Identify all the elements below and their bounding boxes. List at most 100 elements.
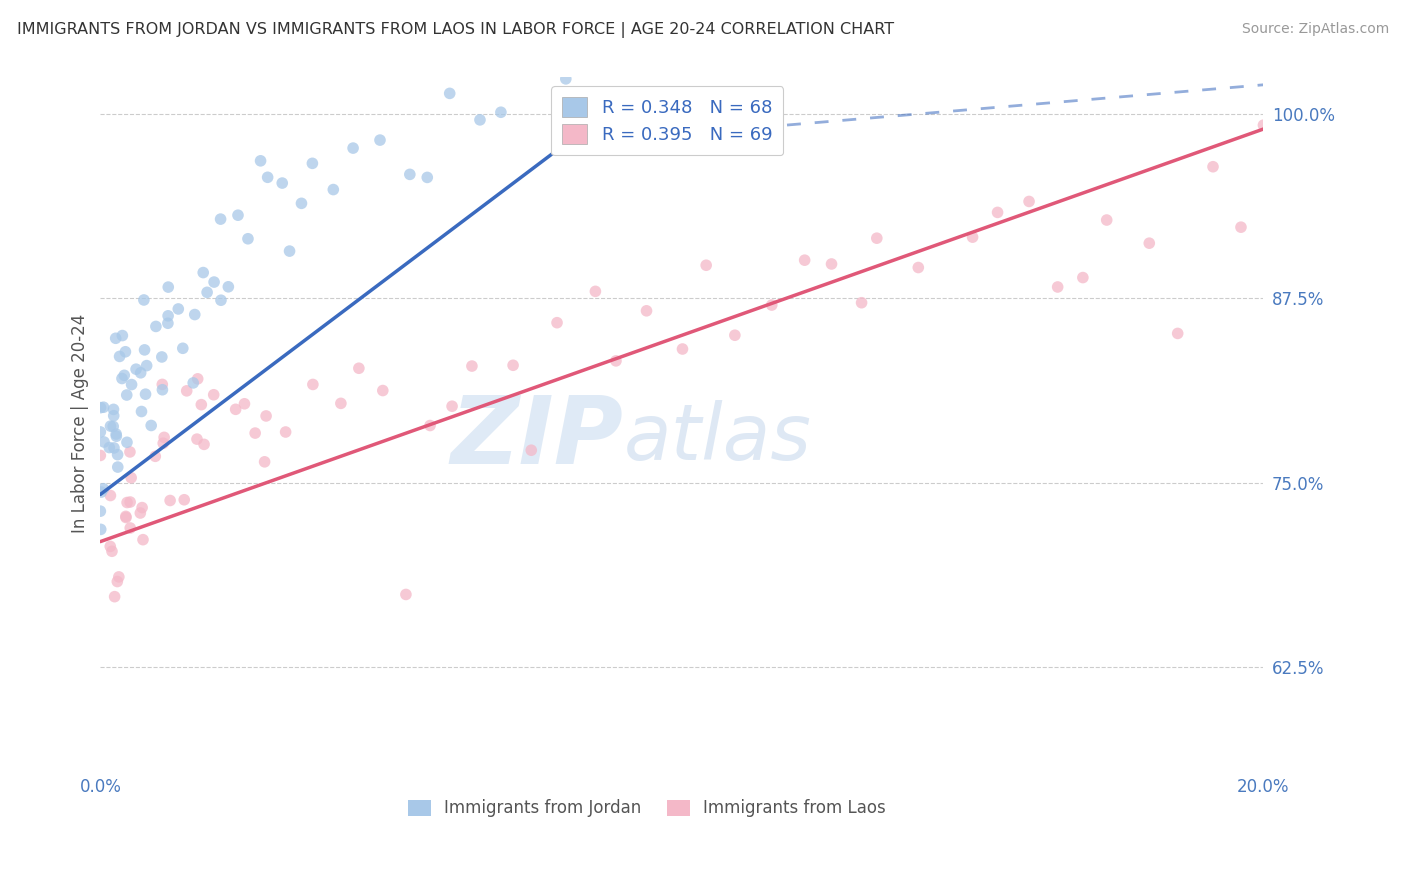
Point (236, 232, 259, 246)
Point (103, 409, 125, 423)
Point (866, 231, 889, 245)
Point (93, 435, 115, 450)
Point (195, 285, 218, 300)
Point (671, 342, 693, 356)
Point (121, 377, 143, 392)
Point (256, 170, 278, 185)
Point (851, 295, 873, 310)
Point (156, 316, 179, 330)
Point (141, 418, 163, 433)
Point (103, 402, 125, 417)
Point (987, 205, 1010, 219)
Point (605, 354, 627, 368)
Point (108, 350, 131, 364)
Point (190, 398, 212, 412)
Point (108, 570, 131, 584)
Point (172, 341, 194, 355)
Point (243, 426, 266, 441)
Point (135, 387, 157, 401)
Point (131, 404, 153, 418)
Point (301, 156, 323, 170)
Point (209, 293, 232, 308)
Point (104, 590, 127, 604)
Point (1230, 220, 1253, 235)
Point (131, 500, 153, 515)
Point (114, 344, 136, 359)
Point (105, 574, 128, 589)
Point (1095, 213, 1118, 227)
Point (468, 112, 491, 127)
Point (439, 87, 461, 101)
Point (347, 361, 370, 376)
Point (129, 506, 152, 520)
Point (398, 167, 420, 181)
Point (761, 298, 783, 312)
Point (132, 293, 155, 307)
Point (100, 489, 122, 503)
Point (489, 105, 512, 120)
Text: Source: ZipAtlas.com: Source: ZipAtlas.com (1241, 22, 1389, 37)
Point (150, 377, 173, 392)
Point (226, 208, 249, 222)
Point (181, 376, 204, 390)
Point (90, 401, 112, 415)
Point (187, 372, 209, 386)
Point (90, 522, 112, 536)
Point (1202, 160, 1225, 174)
Point (89, 425, 111, 439)
Point (143, 450, 166, 464)
Text: ZIP: ZIP (451, 392, 624, 483)
Point (98, 441, 121, 455)
Point (115, 510, 138, 524)
Point (98, 540, 121, 554)
Point (89, 449, 111, 463)
Y-axis label: In Labor Force | Age 20-24: In Labor Force | Age 20-24 (72, 314, 89, 533)
Point (202, 388, 225, 402)
Point (461, 359, 484, 373)
Point (1071, 270, 1094, 285)
Point (342, 141, 364, 155)
Point (233, 397, 256, 411)
Point (583, 285, 606, 299)
Point (101, 544, 124, 558)
Point (416, 170, 439, 185)
Point (145, 319, 167, 334)
Point (115, 495, 138, 509)
Point (111, 328, 134, 343)
Text: IMMIGRANTS FROM JORDAN VS IMMIGRANTS FROM LAOS IN LABOR FORCE | AGE 20-24 CORREL: IMMIGRANTS FROM JORDAN VS IMMIGRANTS FRO… (17, 22, 894, 38)
Point (1046, 280, 1069, 294)
Point (1018, 194, 1040, 209)
Point (1253, 118, 1275, 132)
Point (419, 418, 441, 433)
Point (132, 533, 155, 547)
Point (202, 275, 225, 289)
Point (962, 230, 984, 244)
Point (103, 419, 125, 434)
Point (395, 587, 418, 601)
Point (135, 359, 157, 373)
Point (502, 358, 524, 372)
Point (129, 366, 152, 380)
Point (118, 445, 141, 459)
Point (907, 260, 929, 275)
Point (111, 371, 134, 385)
Point (724, 328, 747, 343)
Point (120, 471, 142, 485)
Point (107, 460, 129, 475)
Point (105, 429, 128, 443)
Point (820, 257, 842, 271)
Point (176, 384, 198, 398)
Point (103, 441, 125, 455)
Text: atlas: atlas (624, 400, 811, 475)
Point (329, 396, 352, 410)
Point (225, 402, 247, 417)
Point (114, 509, 136, 524)
Point (89, 504, 111, 518)
Point (274, 425, 297, 439)
Point (152, 436, 174, 450)
Point (441, 399, 464, 413)
Point (290, 196, 312, 211)
Point (368, 133, 391, 147)
Point (157, 309, 180, 323)
Point (157, 280, 180, 294)
